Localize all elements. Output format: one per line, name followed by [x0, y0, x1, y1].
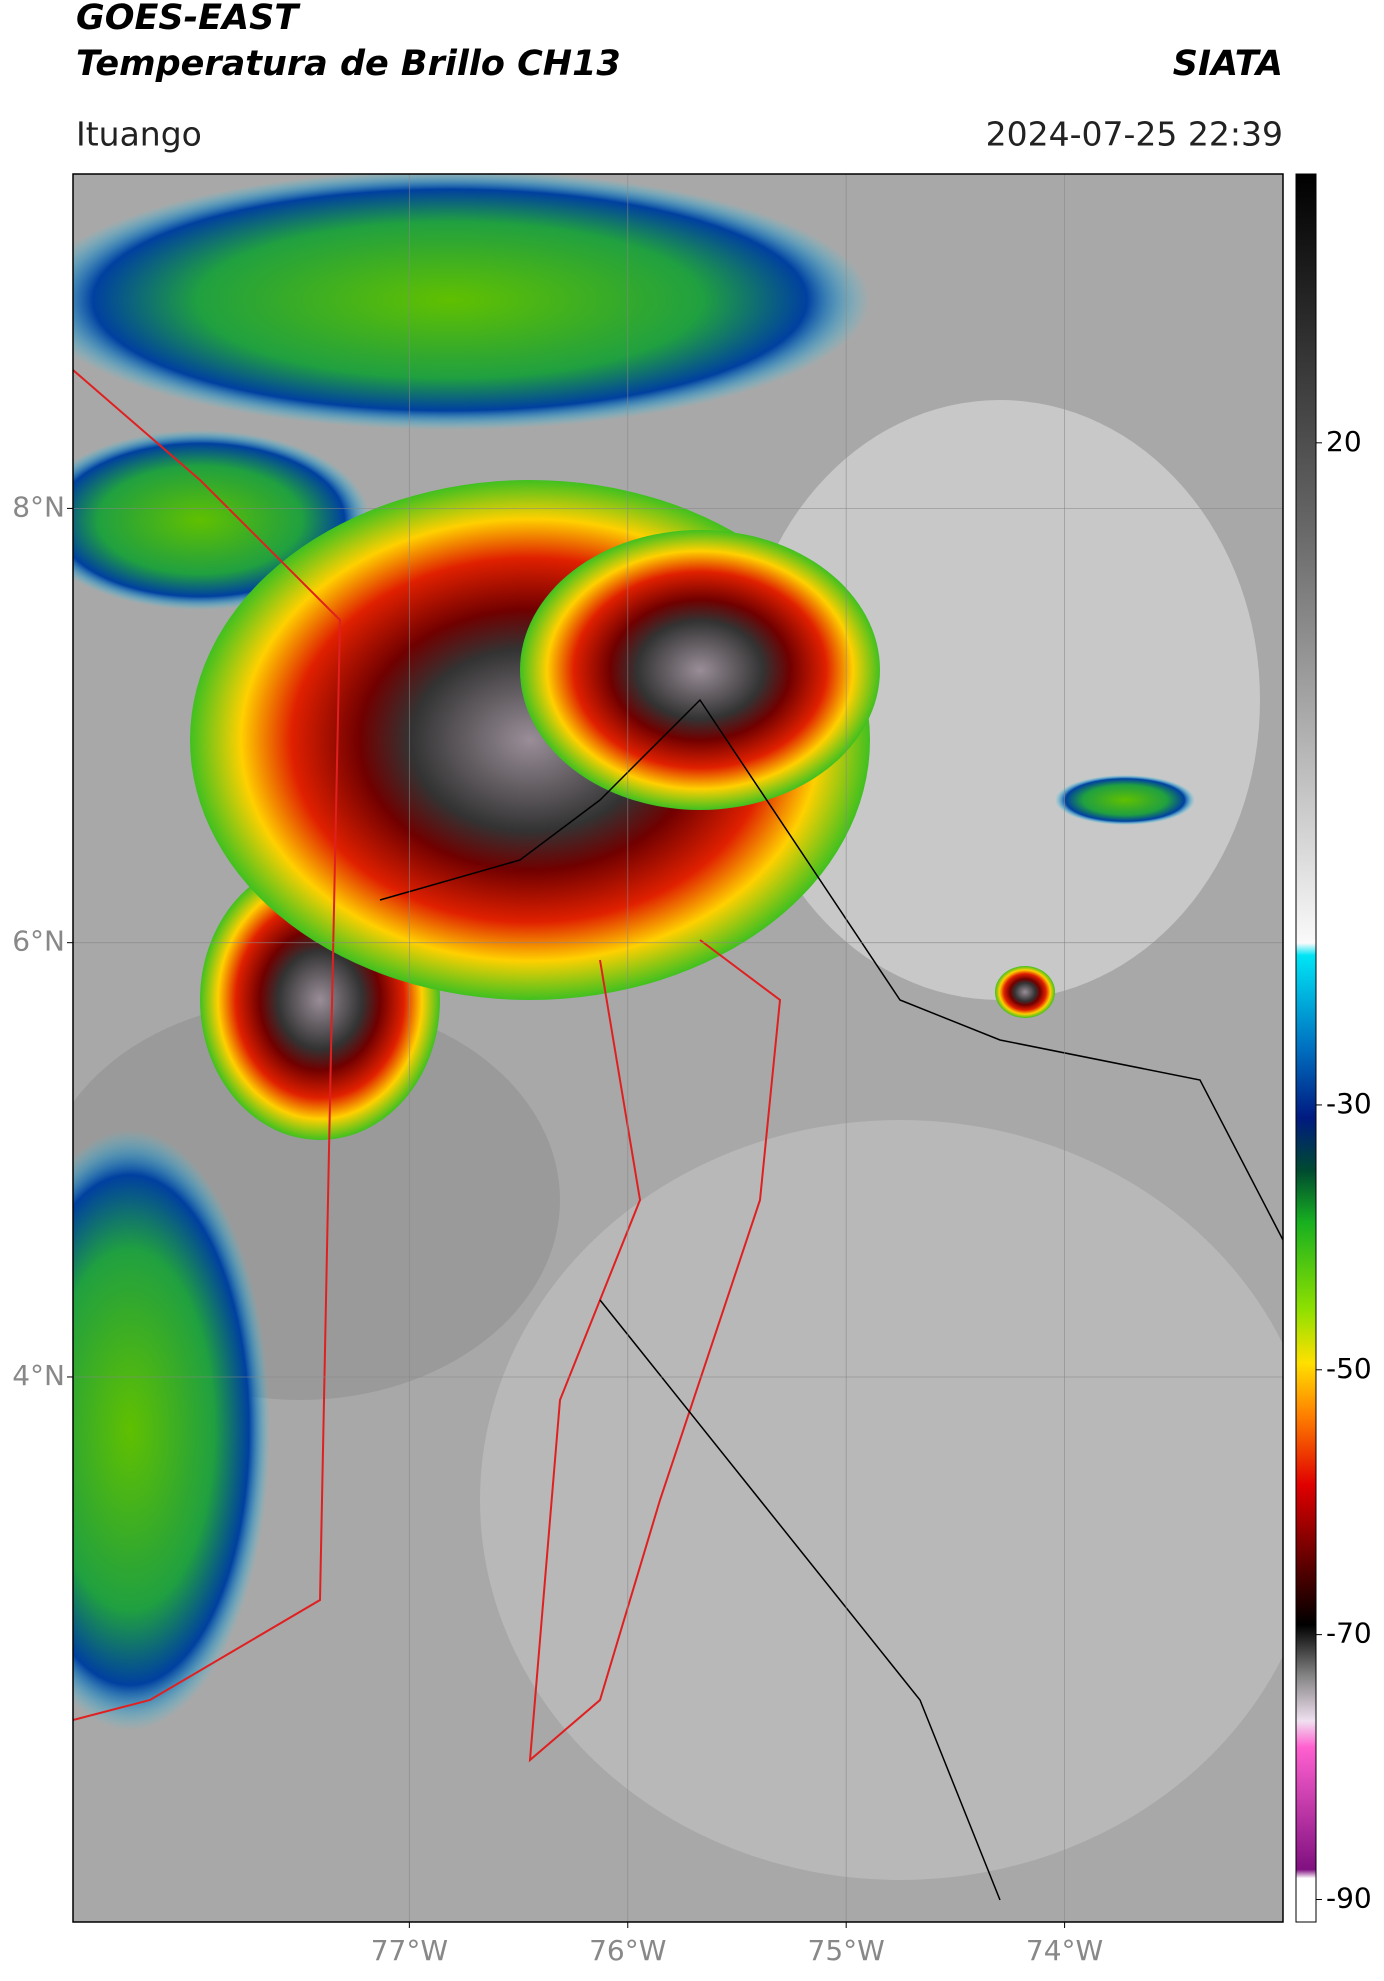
x-tick-label: 75°W: [808, 1934, 885, 1967]
x-tick-label: 74°W: [1026, 1934, 1103, 1967]
map-image: [73, 174, 1283, 1922]
location: Ituango: [76, 115, 202, 154]
colorbar-label: -50: [1326, 1352, 1372, 1385]
colorbar-label: 20: [1326, 425, 1362, 458]
map-frame: [72, 173, 1284, 1923]
colorbar-label: -70: [1326, 1617, 1372, 1650]
y-tick-label: 8°N: [12, 490, 65, 523]
y-tick-label: 6°N: [12, 925, 65, 958]
colorbar: [1295, 173, 1317, 1923]
title: GOES-EAST: [76, 0, 301, 38]
x-tick-label: 76°W: [589, 1934, 666, 1967]
colorbar-label: -90: [1326, 1881, 1372, 1914]
y-tick-label: 4°N: [12, 1359, 65, 1392]
colorbar-label: -30: [1326, 1087, 1372, 1120]
x-tick-label: 77°W: [371, 1934, 448, 1967]
brand: SIATA: [1173, 44, 1283, 84]
subtitle: Temperatura de Brillo CH13: [76, 44, 621, 84]
timestamp: 2024-07-25 22:39: [986, 115, 1283, 154]
